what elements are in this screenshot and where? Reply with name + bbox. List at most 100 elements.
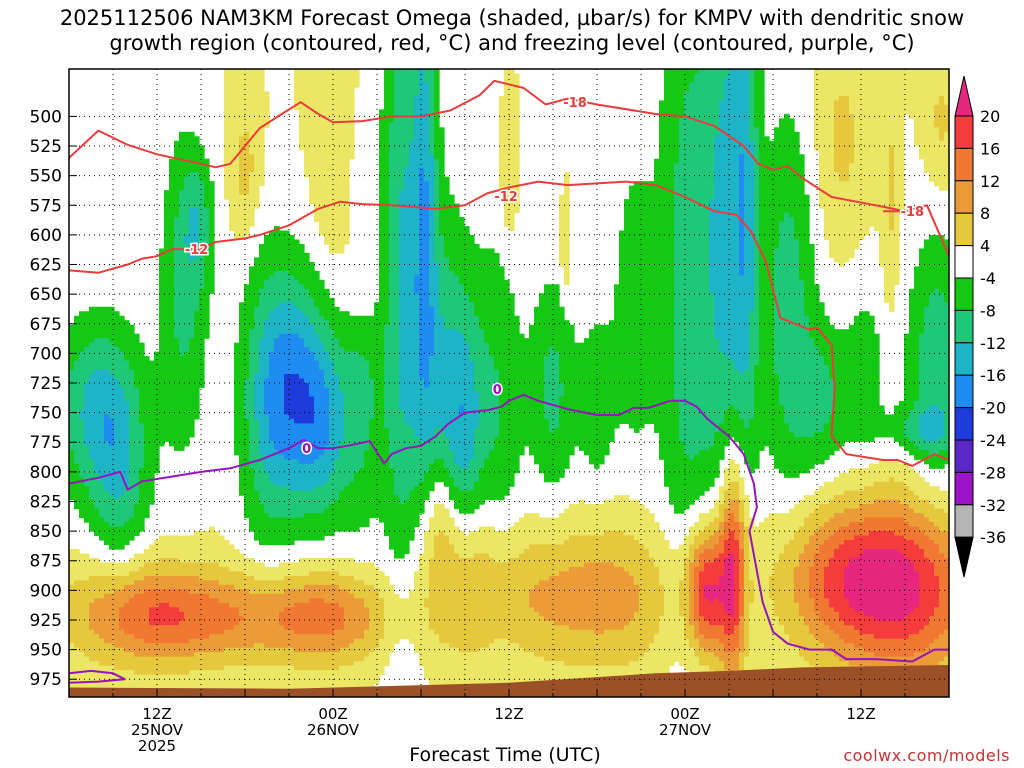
omega-cell — [934, 504, 949, 510]
omega-cell — [794, 221, 810, 227]
omega-cell — [894, 221, 900, 227]
omega-cell — [254, 315, 270, 321]
omega-cell — [769, 575, 795, 581]
omega-cell — [489, 450, 525, 456]
omega-cell — [244, 616, 280, 622]
omega-cell — [754, 405, 785, 411]
omega-cell — [124, 387, 140, 393]
omega-cell — [759, 288, 775, 294]
omega-cell — [354, 593, 380, 599]
omega-cell — [269, 360, 320, 366]
omega-cell — [834, 118, 855, 124]
omega-cell — [754, 230, 760, 236]
omega-cell — [719, 347, 750, 353]
omega-cell — [844, 571, 920, 577]
omega-cell — [429, 463, 445, 469]
omega-cell — [344, 611, 370, 617]
omega-cell — [429, 297, 440, 303]
omega-cell — [319, 221, 350, 227]
omega-cell — [799, 266, 815, 272]
omega-cell — [129, 365, 205, 371]
omega-cell — [679, 593, 690, 599]
omega-cell — [679, 127, 720, 133]
omega-cell — [679, 602, 690, 608]
omega-cell — [204, 194, 215, 200]
omega-cell — [369, 620, 385, 626]
omega-cell — [729, 486, 740, 492]
omega-cell — [319, 333, 335, 339]
omega-cell — [754, 266, 760, 272]
omega-cell — [89, 602, 125, 608]
omega-cell — [304, 167, 350, 173]
omega-cell — [744, 212, 755, 218]
omega-cell — [899, 441, 915, 447]
omega-cell — [914, 607, 935, 613]
omega-cell — [269, 275, 295, 281]
omega-cell — [689, 544, 700, 550]
omega-cell — [719, 486, 730, 492]
omega-cell — [379, 208, 390, 214]
omega-cell — [544, 284, 560, 290]
omega-cell — [429, 145, 435, 151]
omega-cell — [664, 607, 680, 613]
credit-link[interactable]: coolwx.com/models — [843, 746, 1010, 765]
omega-cell — [684, 104, 720, 110]
omega-cell — [389, 163, 410, 169]
omega-cell — [754, 176, 760, 182]
omega-cell — [709, 665, 725, 671]
omega-cell — [469, 356, 495, 362]
omega-cell — [754, 302, 760, 308]
omega-cell — [889, 145, 895, 151]
omega-cell — [134, 553, 245, 559]
omega-cell — [939, 100, 945, 106]
omega-cell — [674, 365, 735, 371]
omega-cell — [404, 176, 420, 182]
omega-cell — [679, 418, 725, 424]
omega-cell — [739, 580, 745, 586]
omega-cell — [84, 391, 125, 398]
omega-cell — [294, 418, 315, 424]
omega-cell — [749, 643, 795, 649]
omega-cell — [224, 118, 270, 124]
omega-cell — [194, 257, 205, 263]
omega-cell — [449, 495, 505, 501]
omega-cell — [919, 351, 949, 357]
omega-cell — [754, 217, 760, 223]
omega-cell — [184, 616, 245, 622]
omega-cell — [679, 432, 715, 438]
omega-cell — [429, 468, 450, 474]
omega-cell — [499, 154, 520, 160]
omega-cell — [434, 504, 445, 510]
omega-cell — [89, 445, 130, 451]
omega-cell — [499, 140, 520, 146]
omega-cell — [929, 297, 945, 303]
omega-cell — [754, 580, 770, 586]
omega-cell — [369, 441, 390, 447]
omega-cell — [449, 445, 475, 451]
omega-cell — [189, 230, 200, 236]
omega-cell — [419, 342, 435, 348]
omega-cell — [459, 508, 475, 514]
omega-cell — [414, 136, 430, 142]
omega-cell — [399, 387, 475, 393]
omega-cell — [104, 418, 115, 424]
omega-cell — [834, 553, 860, 559]
omega-cell — [199, 176, 210, 182]
omega-cell — [499, 423, 550, 429]
omega-cell — [439, 226, 470, 232]
omega-cell — [679, 584, 690, 590]
omega-cell — [474, 306, 515, 312]
omega-cell — [314, 418, 330, 424]
omega-cell — [374, 387, 385, 393]
omega-cell — [854, 320, 875, 326]
omega-cell — [889, 167, 895, 173]
omega-cell — [329, 243, 345, 250]
omega-cell — [489, 643, 520, 649]
omega-cell — [944, 423, 949, 429]
omega-cell — [719, 127, 750, 133]
omega-cell — [879, 257, 900, 263]
omega-cell — [129, 427, 145, 433]
omega-cell — [199, 208, 210, 214]
omega-cell — [139, 405, 200, 411]
